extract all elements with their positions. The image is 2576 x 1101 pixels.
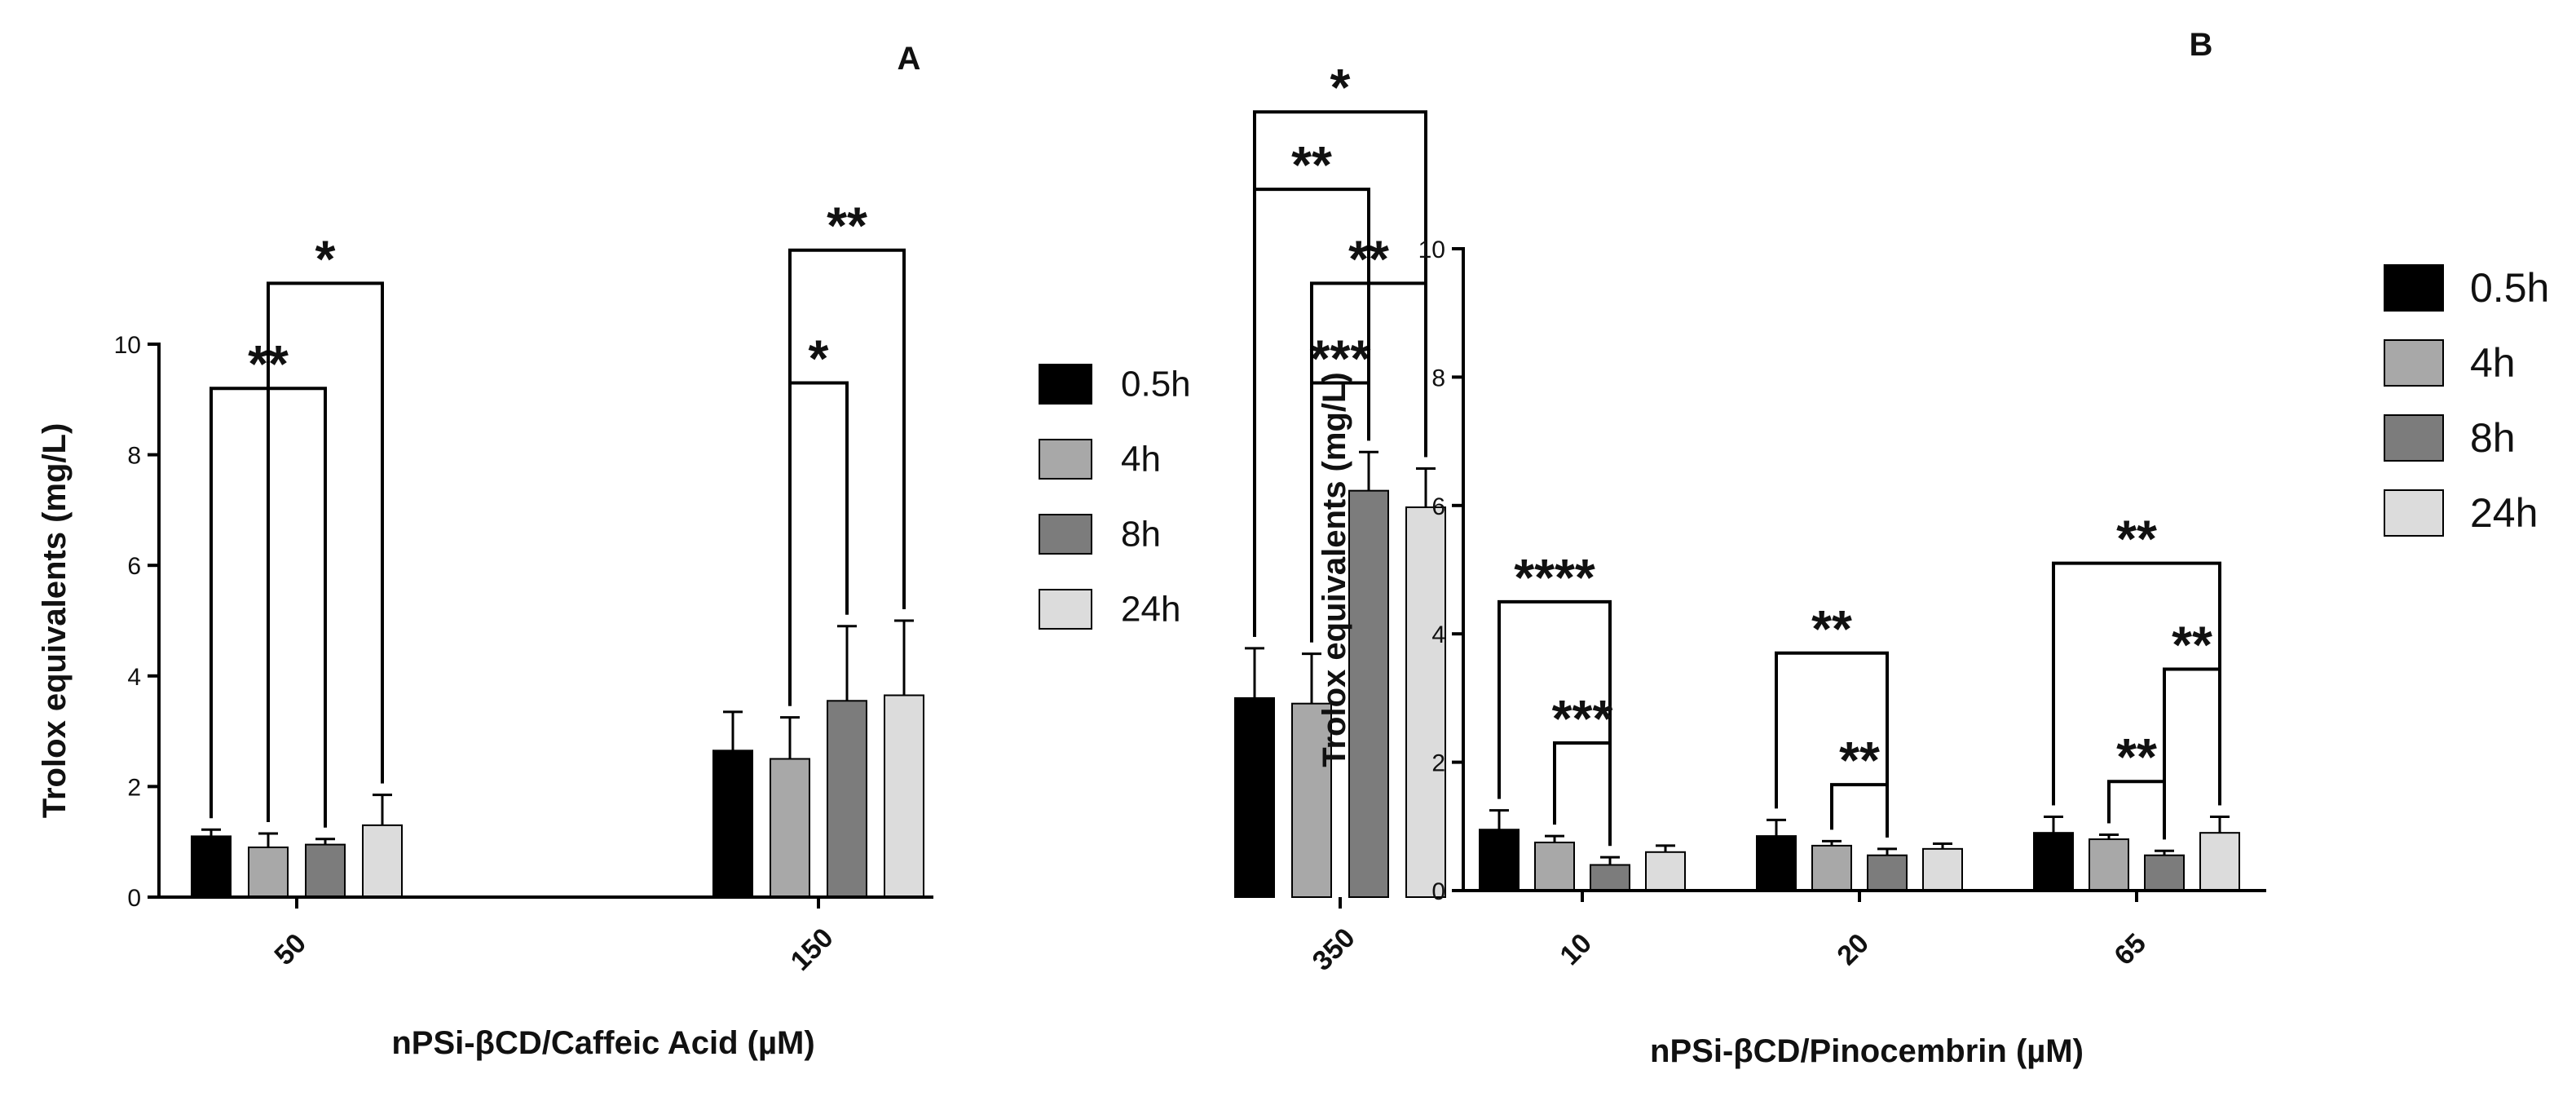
bar-8h-65 <box>2144 854 2185 891</box>
legend-label-0.5h: 0.5h <box>1121 364 1191 404</box>
x-axis-title: nPSi-βCD/Caffeic Acid (µM) <box>391 1025 814 1061</box>
bar-8h-50 <box>305 843 346 898</box>
y-tick-label: 10 <box>114 332 141 359</box>
legend-swatch-0.5h <box>1039 364 1092 405</box>
significance-label: **** <box>1514 548 1595 607</box>
bar-8h-20 <box>1867 854 1908 891</box>
significance-bracket <box>788 248 906 706</box>
y-tick-label: 2 <box>1431 750 1445 777</box>
legend-label-8h: 8h <box>1121 514 1161 554</box>
x-category-label: 150 <box>785 922 840 977</box>
significance-label: ** <box>1839 731 1880 789</box>
y-tick-label: 8 <box>1431 365 1445 391</box>
bar-4h-20 <box>1811 844 1852 892</box>
bar-0.5h-350 <box>1234 696 1275 898</box>
significance-label: *** <box>1310 329 1371 387</box>
y-tick-label: 0 <box>127 885 141 912</box>
chart-panel-a: 0 2 4 6 8 10 50 150 350 Trolox equivalents (mg/L)… <box>37 41 1446 1061</box>
significance-label: * <box>315 229 336 288</box>
bar-8h-10 <box>1590 864 1630 892</box>
significance-label: * <box>1330 58 1351 117</box>
bar-4h-10 <box>1534 841 1575 891</box>
bar-4h-150 <box>770 758 810 898</box>
significance-bracket <box>1775 651 1889 838</box>
legend-swatch-24h <box>2384 489 2444 537</box>
legend-swatch-4h <box>1039 439 1092 480</box>
bar-0.5h-20 <box>1756 835 1797 891</box>
bar-24h-350 <box>1405 506 1446 898</box>
legend-label-4h: 4h <box>2470 340 2516 386</box>
legend-swatch-8h <box>1039 514 1092 555</box>
x-category-label: 50 <box>268 927 312 971</box>
bar-0.5h-150 <box>712 749 753 899</box>
panel-label: A <box>898 41 921 77</box>
y-tick-label: 6 <box>1431 493 1445 520</box>
legend-label-4h: 4h <box>1121 439 1161 479</box>
legend-label-0.5h: 0.5h <box>2470 265 2549 311</box>
legend-swatch-0.5h <box>2384 264 2444 312</box>
legend-swatch-8h <box>2384 414 2444 462</box>
significance-label: ** <box>1811 599 1852 658</box>
legend-swatch-4h <box>2384 339 2444 387</box>
bar-8h-150 <box>827 700 867 898</box>
y-tick-label: 10 <box>1418 237 1445 263</box>
significance-bracket <box>1553 741 1612 847</box>
significance-bracket <box>1830 783 1889 838</box>
significance-label: *** <box>1552 689 1613 748</box>
legend: 0.5h 4h 8h 24h <box>2384 264 2549 537</box>
bar-24h-10 <box>1645 851 1686 892</box>
bar-4h-50 <box>248 846 289 898</box>
significance-bracket <box>1253 110 1427 637</box>
significance-label: ** <box>1291 135 1332 194</box>
y-tick-label: 4 <box>127 664 141 691</box>
legend-swatch-24h <box>1039 589 1092 630</box>
bar-24h-150 <box>884 694 924 899</box>
significance-label: ** <box>2172 615 2212 674</box>
significance-bracket <box>2163 667 2221 840</box>
y-tick-label: 8 <box>127 443 141 470</box>
bar-24h-50 <box>362 824 403 898</box>
y-axis-title: Trolox equivalents (mg/L) <box>37 423 73 819</box>
bar-24h-65 <box>2199 832 2240 891</box>
bar-24h-20 <box>1922 847 1963 891</box>
y-axis-title: Trolox equivalents (mg/L) <box>1317 372 1352 767</box>
bar-4h-65 <box>2089 838 2129 892</box>
significance-label: ** <box>2116 510 2157 568</box>
x-axis-title: nPSi-βCD/Pinocembrin (µM) <box>1650 1033 2084 1069</box>
x-category-label: 350 <box>1307 922 1361 977</box>
x-category-label: 20 <box>1831 927 1875 971</box>
legend-label-8h: 8h <box>2470 415 2516 461</box>
legend: 0.5h 4h 8h 24h <box>1039 364 1191 630</box>
significance-bracket <box>1498 599 1612 847</box>
legend-label-24h: 24h <box>2470 490 2538 536</box>
x-category-label: 65 <box>2108 927 2152 971</box>
significance-label: * <box>809 329 829 387</box>
significance-label: ** <box>2116 727 2157 786</box>
chart-panel-b: 0 2 4 6 8 10 10 20 65 Trolox equivalents (mg/L) nP… <box>1317 27 2549 1069</box>
x-category-label: 10 <box>1554 927 1598 971</box>
legend-label-24h: 24h <box>1121 589 1180 629</box>
y-tick-label: 2 <box>127 774 141 801</box>
y-tick-label: 0 <box>1431 878 1445 905</box>
panel-label: B <box>2190 27 2213 63</box>
bar-8h-350 <box>1348 489 1389 898</box>
y-tick-label: 6 <box>127 553 141 580</box>
significance-bracket <box>267 281 384 823</box>
significance-bracket <box>2107 780 2166 840</box>
significance-label: ** <box>827 197 867 255</box>
bar-0.5h-10 <box>1479 829 1520 891</box>
y-tick-label: 4 <box>1431 621 1445 648</box>
bar-0.5h-65 <box>2033 832 2074 891</box>
significance-bracket <box>788 381 849 706</box>
bar-0.5h-50 <box>191 835 232 899</box>
